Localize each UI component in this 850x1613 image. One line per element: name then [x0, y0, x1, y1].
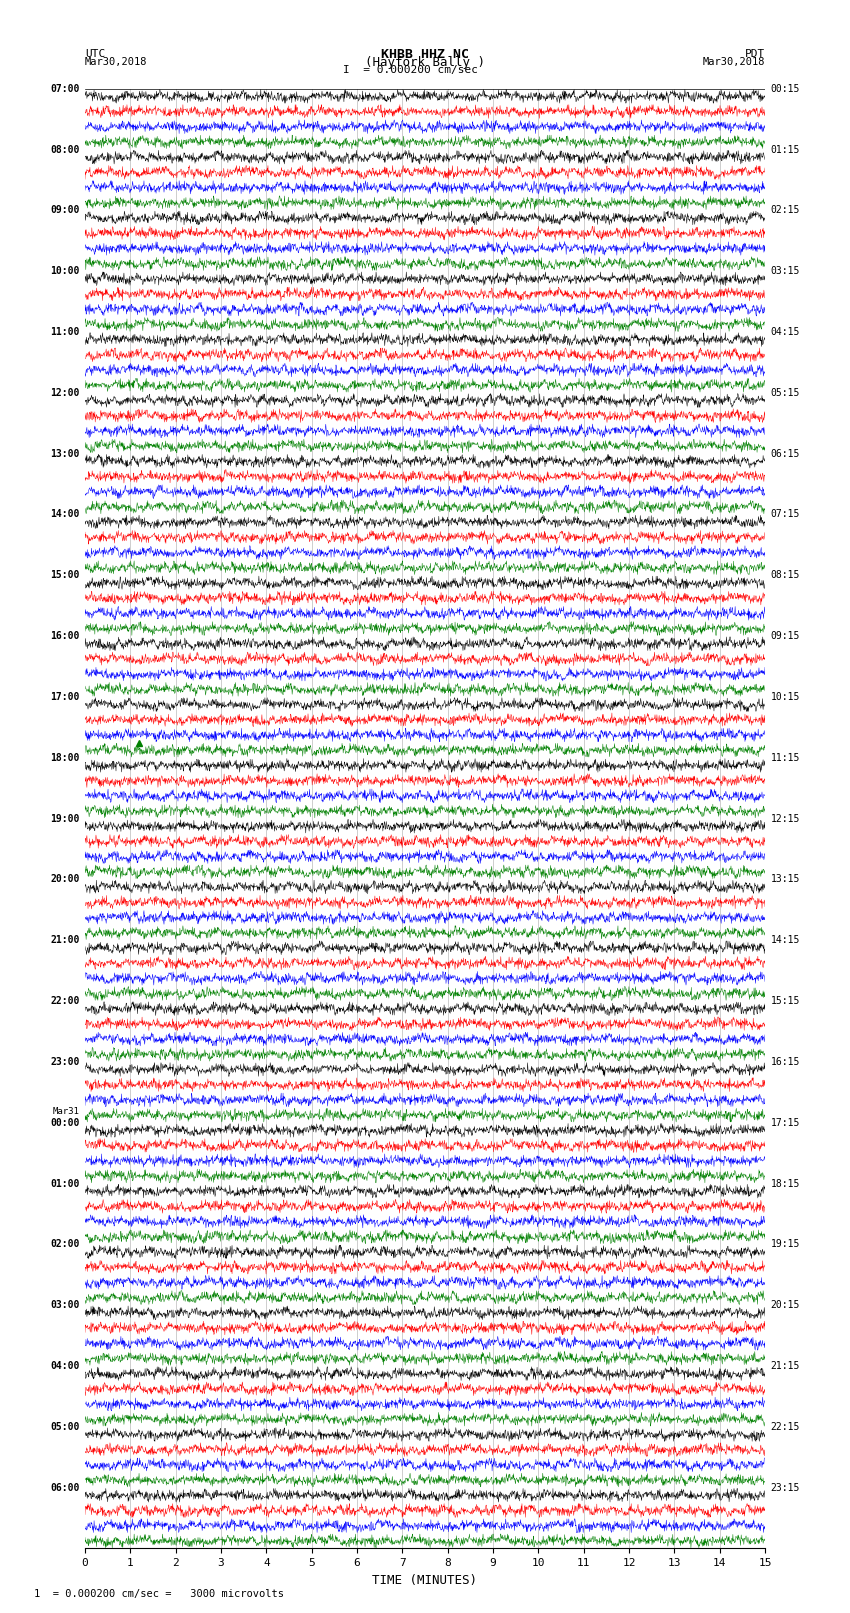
- Text: 23:15: 23:15: [771, 1482, 800, 1492]
- Text: 10:00: 10:00: [50, 266, 79, 276]
- Text: 00:15: 00:15: [771, 84, 800, 94]
- Text: I  = 0.000200 cm/sec: I = 0.000200 cm/sec: [343, 65, 478, 76]
- Text: (Hayfork Bally ): (Hayfork Bally ): [365, 55, 485, 69]
- Text: 19:15: 19:15: [771, 1239, 800, 1250]
- Text: 06:15: 06:15: [771, 448, 800, 458]
- Text: 07:15: 07:15: [771, 510, 800, 519]
- Text: 05:00: 05:00: [50, 1421, 79, 1432]
- Text: 01:15: 01:15: [771, 145, 800, 155]
- Text: 03:15: 03:15: [771, 266, 800, 276]
- Text: 02:15: 02:15: [771, 205, 800, 216]
- Text: 22:15: 22:15: [771, 1421, 800, 1432]
- Text: 1  = 0.000200 cm/sec =   3000 microvolts: 1 = 0.000200 cm/sec = 3000 microvolts: [34, 1589, 284, 1598]
- Text: 14:15: 14:15: [771, 936, 800, 945]
- Text: 23:00: 23:00: [50, 1057, 79, 1066]
- Text: 04:00: 04:00: [50, 1361, 79, 1371]
- Text: Mar31: Mar31: [53, 1107, 79, 1116]
- Text: 19:00: 19:00: [50, 813, 79, 824]
- Text: 15:00: 15:00: [50, 571, 79, 581]
- Text: 09:00: 09:00: [50, 205, 79, 216]
- Text: 22:00: 22:00: [50, 997, 79, 1007]
- Text: 13:15: 13:15: [771, 874, 800, 884]
- Text: 21:00: 21:00: [50, 936, 79, 945]
- Text: 20:00: 20:00: [50, 874, 79, 884]
- X-axis label: TIME (MINUTES): TIME (MINUTES): [372, 1574, 478, 1587]
- Text: 10:15: 10:15: [771, 692, 800, 702]
- Text: 20:15: 20:15: [771, 1300, 800, 1310]
- Text: UTC: UTC: [85, 48, 105, 60]
- Text: 02:00: 02:00: [50, 1239, 79, 1250]
- Text: 09:15: 09:15: [771, 631, 800, 640]
- Text: 01:00: 01:00: [50, 1179, 79, 1189]
- Text: 17:15: 17:15: [771, 1118, 800, 1127]
- Text: 16:15: 16:15: [771, 1057, 800, 1066]
- Text: 12:00: 12:00: [50, 387, 79, 398]
- Text: 18:00: 18:00: [50, 753, 79, 763]
- Text: 16:00: 16:00: [50, 631, 79, 640]
- Text: Mar30,2018: Mar30,2018: [702, 56, 765, 68]
- Text: 11:15: 11:15: [771, 753, 800, 763]
- Text: 04:15: 04:15: [771, 327, 800, 337]
- Text: Mar30,2018: Mar30,2018: [85, 56, 148, 68]
- Text: 12:15: 12:15: [771, 813, 800, 824]
- Text: 06:00: 06:00: [50, 1482, 79, 1492]
- Text: 13:00: 13:00: [50, 448, 79, 458]
- Text: 18:15: 18:15: [771, 1179, 800, 1189]
- Text: 17:00: 17:00: [50, 692, 79, 702]
- Text: 14:00: 14:00: [50, 510, 79, 519]
- Text: 15:15: 15:15: [771, 997, 800, 1007]
- Text: 08:00: 08:00: [50, 145, 79, 155]
- Text: 07:00: 07:00: [50, 84, 79, 94]
- Text: PDT: PDT: [745, 48, 765, 60]
- Text: 21:15: 21:15: [771, 1361, 800, 1371]
- Text: 08:15: 08:15: [771, 571, 800, 581]
- Text: 03:00: 03:00: [50, 1300, 79, 1310]
- Text: 11:00: 11:00: [50, 327, 79, 337]
- Text: 05:15: 05:15: [771, 387, 800, 398]
- Text: KHBB HHZ NC: KHBB HHZ NC: [381, 47, 469, 61]
- Text: 00:00: 00:00: [50, 1118, 79, 1127]
